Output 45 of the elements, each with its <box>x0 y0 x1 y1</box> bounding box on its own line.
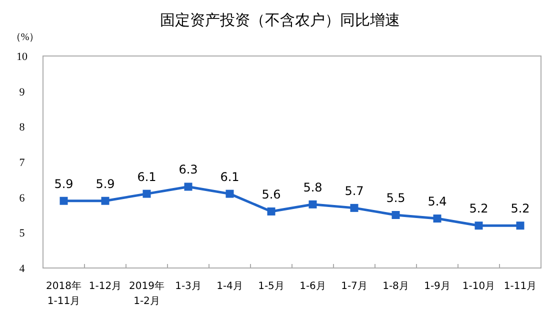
x-tick-label: 1-9月 <box>424 281 450 292</box>
x-tick-label: 1-11月 <box>504 281 537 292</box>
y-tick-label: 7 <box>19 157 26 169</box>
x-tick-label: 1-7月 <box>341 281 368 292</box>
y-tick-label: 5 <box>19 228 26 240</box>
y-axis-title: （%） <box>10 32 40 43</box>
data-label: 6.1 <box>220 170 240 184</box>
x-tick-label: 2018年 1-11月 <box>46 280 82 307</box>
data-label: 6.3 <box>178 162 198 177</box>
point <box>101 196 110 205</box>
point <box>308 200 317 208</box>
y-tick-label: 10 <box>16 51 28 63</box>
point <box>392 211 400 219</box>
point <box>433 214 442 223</box>
data-label: 5.2 <box>469 202 488 216</box>
x-tick-label: 2019年 1-2月 <box>129 280 164 307</box>
data-label: 5.5 <box>386 191 406 205</box>
point <box>474 222 483 230</box>
point <box>142 190 151 198</box>
point <box>267 207 276 216</box>
x-tick-label: 1-3月 <box>175 281 202 292</box>
data-label: 5.9 <box>54 176 74 191</box>
data-label: 6.1 <box>137 170 156 184</box>
y-tick-label: 8 <box>19 122 26 134</box>
data-label: 5.8 <box>303 180 322 194</box>
x-tick-label: 1-6月 <box>300 281 326 292</box>
data-label: 5.6 <box>262 187 281 202</box>
chart-title: 固定资产投资（不含农户）同比增速 <box>160 11 400 29</box>
x-tick-label: 1-12月 <box>88 281 122 292</box>
data-label: 5.7 <box>344 184 364 198</box>
x-tick-label: 1-4月 <box>216 281 243 292</box>
point <box>184 182 192 191</box>
point <box>350 204 358 212</box>
point <box>516 222 524 230</box>
x-tick-label: 1-10月 <box>462 281 496 292</box>
x-tick-label: 1-5月 <box>258 281 284 292</box>
data-label: 5.4 <box>428 194 447 209</box>
point <box>60 196 68 205</box>
data-label: 5.2 <box>510 202 530 216</box>
y-tick-label: 9 <box>19 86 26 98</box>
data-label: 5.9 <box>96 176 115 191</box>
x-tick-label: 1-8月 <box>382 281 409 292</box>
point <box>226 190 234 198</box>
y-tick-label: 6 <box>19 192 26 204</box>
y-tick-label: 4 <box>19 263 26 275</box>
